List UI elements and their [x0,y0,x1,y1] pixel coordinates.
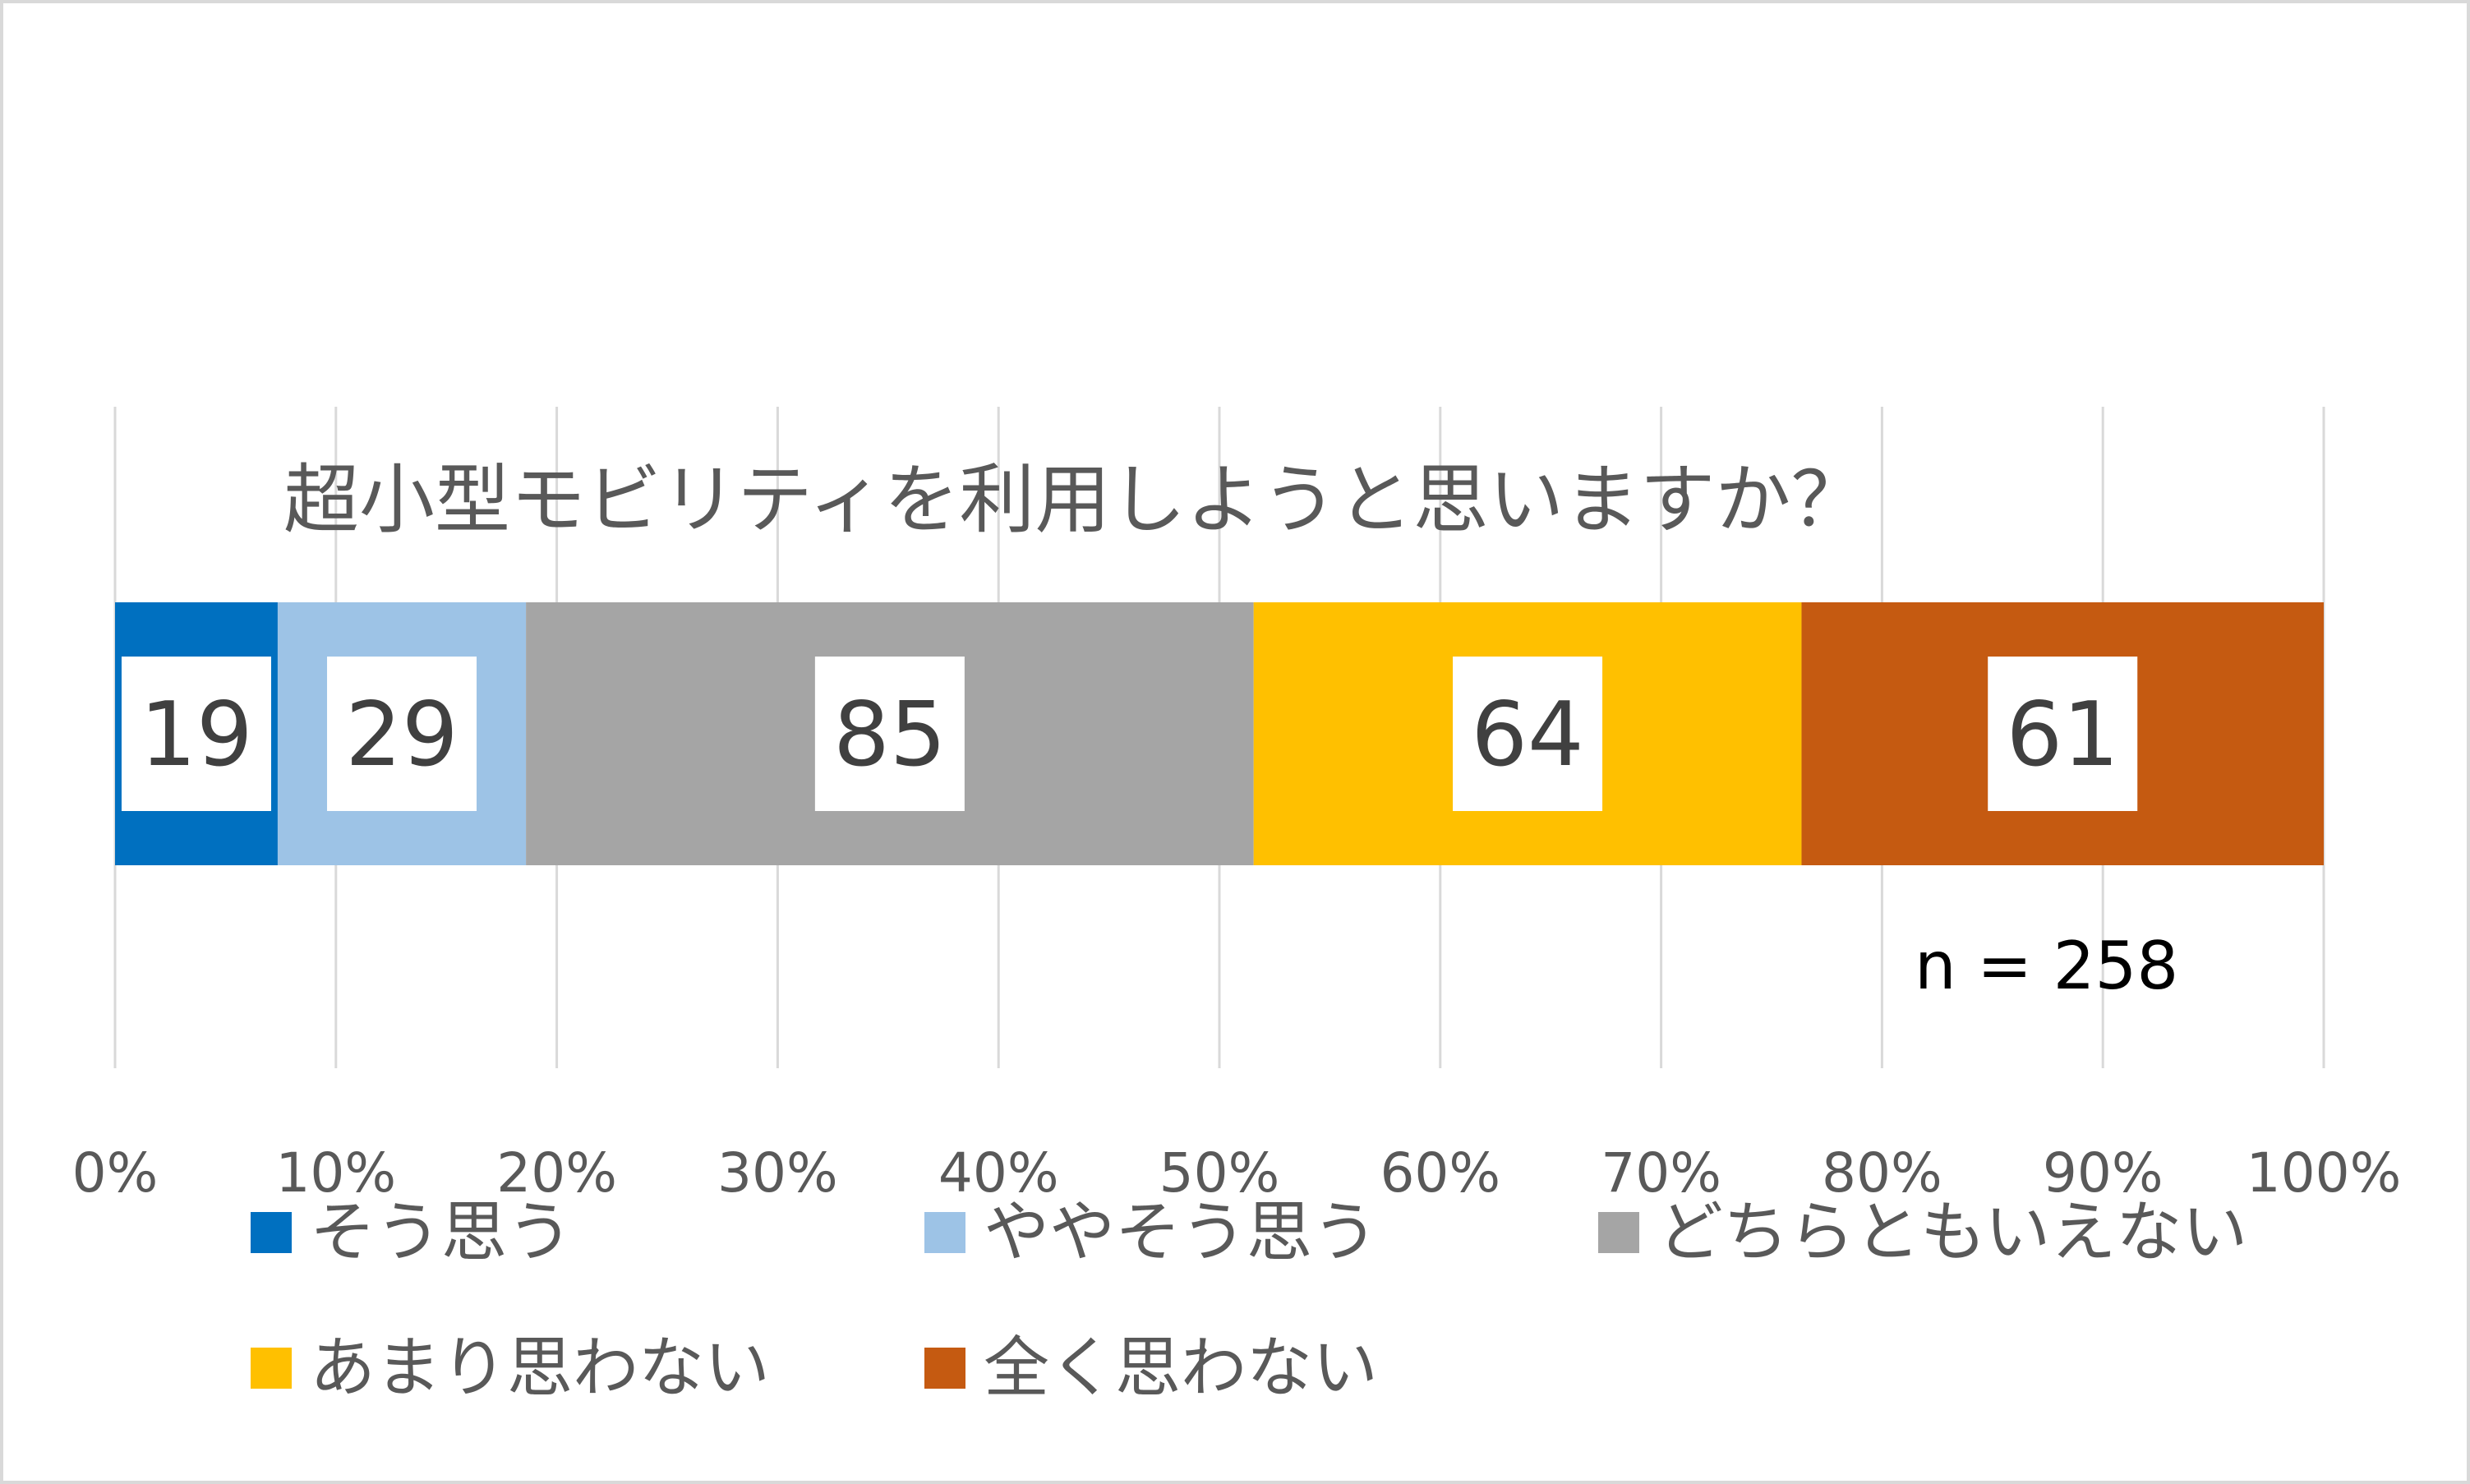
x-tick-label: 10% [275,1141,396,1205]
x-tick-label: 70% [1601,1141,1721,1205]
legend-item: そう思う [251,1200,573,1265]
chart-title: 超小型モビリティを利用しようと思いますか？ [283,456,1866,544]
data-label: 19 [140,684,252,786]
legend-swatch [924,1212,965,1253]
data-label-box [121,657,271,811]
data-label: 85 [833,684,946,786]
legend-label: ややそう思う [984,1194,1378,1270]
x-tick-labels: 0% 10% 20% 30% 40% 50% 60% 70% 80% 90% 100% [72,1141,2402,1205]
legend-swatch [924,1348,965,1389]
x-tick-label: 30% [717,1141,838,1205]
data-label-box [1453,657,1603,811]
data-label-box [814,657,965,811]
data-label-box [1988,657,2138,811]
legend-item: ややそう思う [924,1200,1378,1265]
legend-item: あまり思わない [251,1335,770,1401]
x-tick-label: 50% [1159,1141,1280,1205]
legend-swatch [1598,1212,1639,1253]
x-tick-label: 100% [2247,1141,2402,1205]
x-tick-label: 60% [1380,1141,1500,1205]
legend-label: どちらともいえない [1657,1194,2248,1270]
data-label: 29 [345,684,458,786]
x-tick-label: 90% [2043,1141,2164,1205]
legend-swatch [251,1212,292,1253]
data-label-boxes: 19 29 85 64 61 [121,657,2138,811]
sample-size-note: n = 258 [1915,928,2178,1004]
legend-label: そう思う [310,1194,573,1270]
legend-label: あまり思わない [310,1330,770,1406]
legend-item: どちらともいえない [1598,1200,2247,1265]
x-tick-label: 0% [72,1141,159,1205]
data-label-box [327,657,477,811]
legend-item: 全く思わない [924,1335,1378,1401]
data-label: 64 [1471,684,1583,786]
data-label: 61 [2007,684,2119,786]
x-tick-label: 20% [496,1141,617,1205]
legend-label: 全く思わない [984,1330,1378,1406]
legend-swatch [251,1348,292,1389]
x-tick-label: 80% [1822,1141,1942,1205]
x-tick-label: 40% [938,1141,1059,1205]
